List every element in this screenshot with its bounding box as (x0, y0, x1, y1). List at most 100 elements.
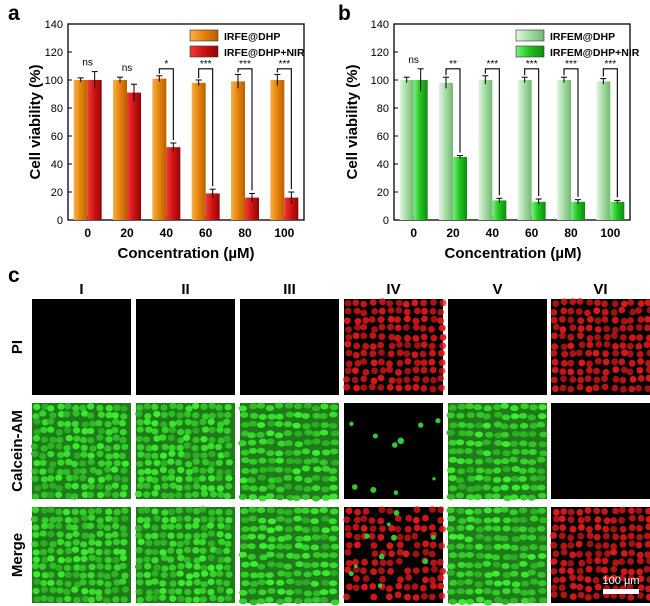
cell (392, 442, 398, 448)
cell (643, 341, 650, 348)
cell (501, 563, 510, 569)
panel-label-b: b (338, 2, 351, 25)
cell (79, 474, 87, 482)
cell (455, 477, 465, 484)
cell (330, 439, 339, 446)
bar (205, 193, 220, 220)
cell (216, 469, 224, 476)
cell (103, 573, 111, 580)
cell (345, 360, 353, 368)
cell (159, 580, 167, 587)
cell (610, 525, 617, 533)
cell (475, 596, 485, 603)
cell (502, 579, 511, 586)
cell (636, 524, 643, 532)
cell (200, 564, 208, 572)
cell (119, 554, 127, 562)
cell (420, 333, 428, 341)
cell (466, 516, 475, 523)
cell (626, 583, 634, 591)
row-label: Calcein-AM (9, 410, 26, 492)
cell (414, 359, 421, 367)
cell (602, 358, 610, 366)
cell (482, 439, 491, 446)
cell (223, 556, 232, 563)
cell (175, 484, 183, 491)
cell (136, 426, 144, 433)
cell (177, 554, 185, 561)
cell (208, 450, 216, 458)
cell (87, 572, 95, 579)
cell (207, 588, 215, 596)
cell (161, 475, 169, 482)
micrograph-tile (448, 299, 547, 395)
cell (594, 357, 602, 365)
cell (420, 366, 428, 374)
cell (193, 579, 201, 586)
cell (561, 350, 569, 358)
cell (385, 593, 393, 601)
cell (394, 324, 402, 332)
cell (47, 405, 55, 412)
cell (295, 561, 304, 568)
cell (448, 404, 457, 411)
cell (377, 583, 383, 588)
cell (47, 450, 55, 458)
cell (183, 442, 191, 449)
cell (352, 367, 359, 374)
cell (105, 474, 113, 481)
cell (321, 515, 330, 522)
cell (216, 411, 224, 419)
cell (466, 494, 475, 501)
cell (519, 560, 528, 567)
cell (537, 484, 546, 491)
cell (135, 588, 143, 595)
cell (621, 349, 628, 357)
cell (192, 412, 200, 419)
cell (370, 486, 377, 493)
cell (192, 571, 200, 579)
cell (368, 517, 376, 524)
cell (284, 571, 293, 578)
cell (509, 509, 518, 516)
cell (456, 533, 465, 540)
cell (594, 557, 602, 564)
cell (209, 570, 217, 578)
cell (71, 517, 79, 524)
cell (492, 561, 501, 568)
cell (312, 412, 321, 419)
cell (412, 550, 420, 558)
cell (552, 550, 560, 558)
cell (276, 579, 285, 586)
cell (386, 366, 394, 374)
cell (567, 541, 575, 549)
cell (536, 421, 545, 428)
cell (343, 317, 351, 325)
cell (329, 562, 338, 569)
cell (301, 517, 310, 524)
cell (328, 588, 338, 595)
cell (627, 317, 634, 324)
micrograph-tile (343, 506, 446, 603)
cell (465, 543, 474, 550)
cell (311, 421, 320, 428)
cell (412, 317, 420, 325)
cell (484, 544, 493, 551)
cell (428, 325, 435, 333)
cell (628, 507, 635, 515)
cell (530, 484, 539, 491)
cell (184, 515, 192, 522)
cell (49, 436, 57, 443)
cell (63, 450, 71, 458)
cell (215, 474, 223, 481)
cell (519, 440, 528, 447)
panel-label-a: a (8, 2, 20, 25)
cell (362, 575, 370, 583)
cell (420, 341, 428, 348)
cell (56, 548, 64, 555)
cell (41, 419, 49, 426)
cell (145, 594, 153, 602)
cell (256, 402, 266, 409)
cell (550, 316, 558, 324)
cell (368, 316, 376, 323)
